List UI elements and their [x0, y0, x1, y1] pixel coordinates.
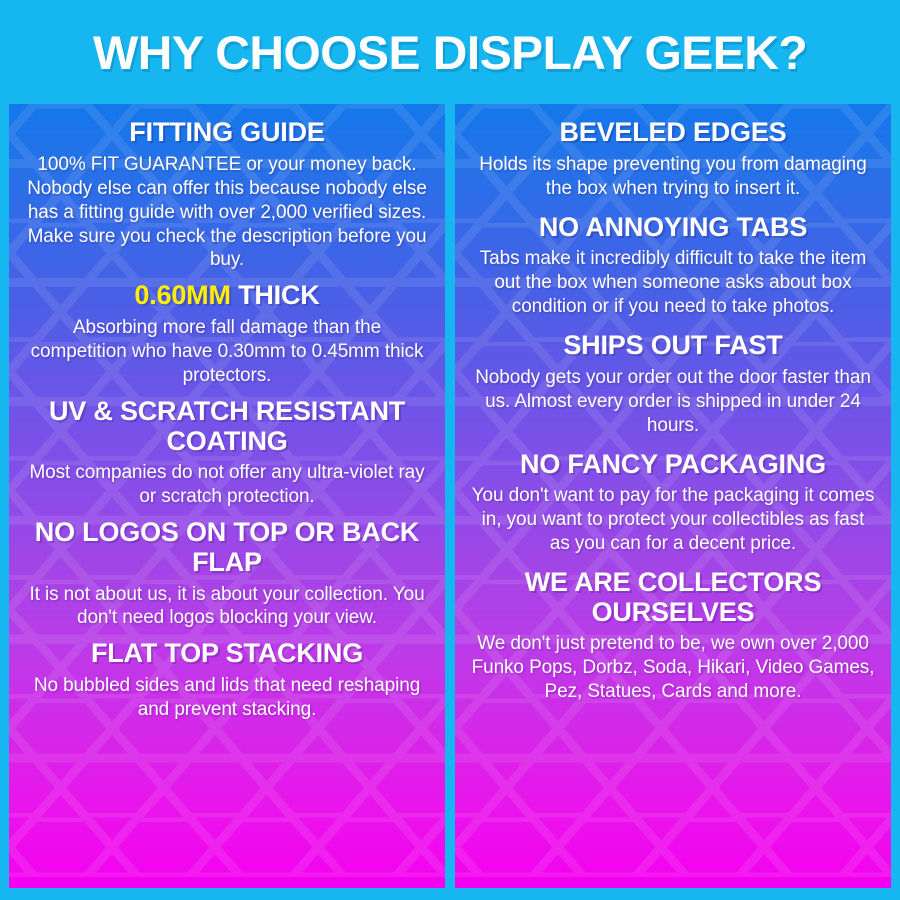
feature-no-logos: NO LOGOS ON TOP OR BACK FLAP It is not a… [25, 517, 429, 630]
feature-body: 100% FIT GUARANTEE or your money back. N… [27, 153, 427, 271]
feature-title: SHIPS OUT FAST [563, 330, 783, 361]
feature-body: Tabs make it incredibly difficult to tak… [479, 248, 867, 318]
feature-title: BEVELED EDGES [559, 117, 787, 147]
feature-body: Absorbing more fall damage than the comp… [30, 317, 424, 386]
feature-body: Most companies do not offer any ultra-vi… [29, 462, 425, 508]
feature-flat-top-stacking: FLAT TOP STACKING No bubbled sides and l… [25, 639, 429, 722]
feature-title: 0.60MM THICK [25, 281, 429, 311]
feature-title: UV & SCRATCH RESISTANT COATING [48, 395, 406, 456]
feature-thickness: 0.60MM THICK Absorbing more fall damage … [25, 281, 429, 388]
page-title: WHY CHOOSE DISPLAY GEEK? [92, 25, 808, 79]
feature-title-highlight: 0.60MM [134, 280, 231, 311]
feature-title-rest: THICK [230, 280, 320, 311]
feature-uv-scratch-coating: UV & SCRATCH RESISTANT COATING Most comp… [25, 395, 429, 509]
feature-columns: FITTING GUIDE 100% FIT GUARANTEE or your… [0, 104, 900, 900]
feature-body: Nobody gets your order out the door fast… [475, 366, 871, 436]
feature-we-are-collectors: WE ARE COLLECTORS OURSELVES We don't jus… [471, 567, 875, 704]
feature-body: You don't want to pay for the packaging … [471, 485, 875, 555]
left-column-content: FITTING GUIDE 100% FIT GUARANTEE or your… [9, 104, 445, 888]
feature-beveled-edges: BEVELED EDGES Holds its shape preventing… [471, 117, 875, 201]
right-feature-panel: BEVELED EDGES Holds its shape preventing… [455, 104, 891, 888]
feature-body: It is not about us, it is about your col… [29, 583, 425, 629]
feature-title: FITTING GUIDE [129, 117, 325, 147]
feature-no-annoying-tabs: NO ANNOYING TABS Tabs make it incredibly… [471, 211, 875, 320]
feature-body: We don't just pretend to be, we own over… [471, 633, 875, 703]
feature-title: NO ANNOYING TABS [538, 211, 808, 242]
feature-title: WE ARE COLLECTORS OURSELVES [524, 567, 822, 627]
feature-title: FLAT TOP STACKING [90, 638, 364, 669]
left-feature-panel: FITTING GUIDE 100% FIT GUARANTEE or your… [9, 104, 445, 888]
right-column-content: BEVELED EDGES Holds its shape preventing… [455, 104, 891, 888]
feature-body: Holds its shape preventing you from dama… [479, 153, 867, 199]
feature-body: No bubbled sides and lids that need resh… [33, 675, 421, 720]
feature-no-fancy-packaging: NO FANCY PACKAGING You don't want to pay… [471, 448, 875, 557]
feature-ships-out-fast: SHIPS OUT FAST Nobody gets your order ou… [471, 330, 875, 438]
feature-fitting-guide: FITTING GUIDE 100% FIT GUARANTEE or your… [25, 117, 429, 272]
feature-title: NO LOGOS ON TOP OR BACK FLAP [34, 517, 420, 577]
header-banner: WHY CHOOSE DISPLAY GEEK? [0, 0, 900, 104]
feature-title: NO FANCY PACKAGING [520, 448, 826, 479]
